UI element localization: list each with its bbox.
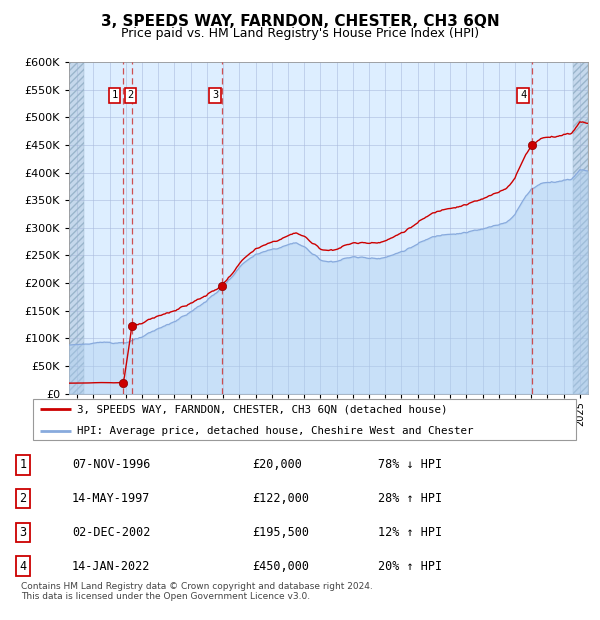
Text: 3: 3 <box>212 90 218 100</box>
Bar <box>69 62 84 394</box>
Text: 02-DEC-2002: 02-DEC-2002 <box>72 526 151 539</box>
Text: 78% ↓ HPI: 78% ↓ HPI <box>378 458 442 471</box>
Bar <box>573 62 588 394</box>
Text: 2: 2 <box>19 492 26 505</box>
Text: £450,000: £450,000 <box>252 560 309 573</box>
Text: 07-NOV-1996: 07-NOV-1996 <box>72 458 151 471</box>
Text: 1: 1 <box>19 458 26 471</box>
Text: 4: 4 <box>520 90 526 100</box>
Text: 3, SPEEDS WAY, FARNDON, CHESTER, CH3 6QN: 3, SPEEDS WAY, FARNDON, CHESTER, CH3 6QN <box>101 14 499 29</box>
Text: 12% ↑ HPI: 12% ↑ HPI <box>378 526 442 539</box>
Text: 28% ↑ HPI: 28% ↑ HPI <box>378 492 442 505</box>
Text: 3, SPEEDS WAY, FARNDON, CHESTER, CH3 6QN (detached house): 3, SPEEDS WAY, FARNDON, CHESTER, CH3 6QN… <box>77 404 447 415</box>
Text: Contains HM Land Registry data © Crown copyright and database right 2024.
This d: Contains HM Land Registry data © Crown c… <box>21 582 373 601</box>
Bar <box>69 62 84 394</box>
Text: 3: 3 <box>19 526 26 539</box>
Text: 1: 1 <box>111 90 118 100</box>
Bar <box>573 62 588 394</box>
FancyBboxPatch shape <box>33 399 576 440</box>
Text: £122,000: £122,000 <box>252 492 309 505</box>
Text: £20,000: £20,000 <box>252 458 302 471</box>
Text: 4: 4 <box>19 560 26 573</box>
Text: 20% ↑ HPI: 20% ↑ HPI <box>378 560 442 573</box>
Text: 2: 2 <box>128 90 134 100</box>
Text: 14-MAY-1997: 14-MAY-1997 <box>72 492 151 505</box>
Text: Price paid vs. HM Land Registry's House Price Index (HPI): Price paid vs. HM Land Registry's House … <box>121 27 479 40</box>
Text: HPI: Average price, detached house, Cheshire West and Chester: HPI: Average price, detached house, Ches… <box>77 426 473 436</box>
Text: 14-JAN-2022: 14-JAN-2022 <box>72 560 151 573</box>
Text: £195,500: £195,500 <box>252 526 309 539</box>
